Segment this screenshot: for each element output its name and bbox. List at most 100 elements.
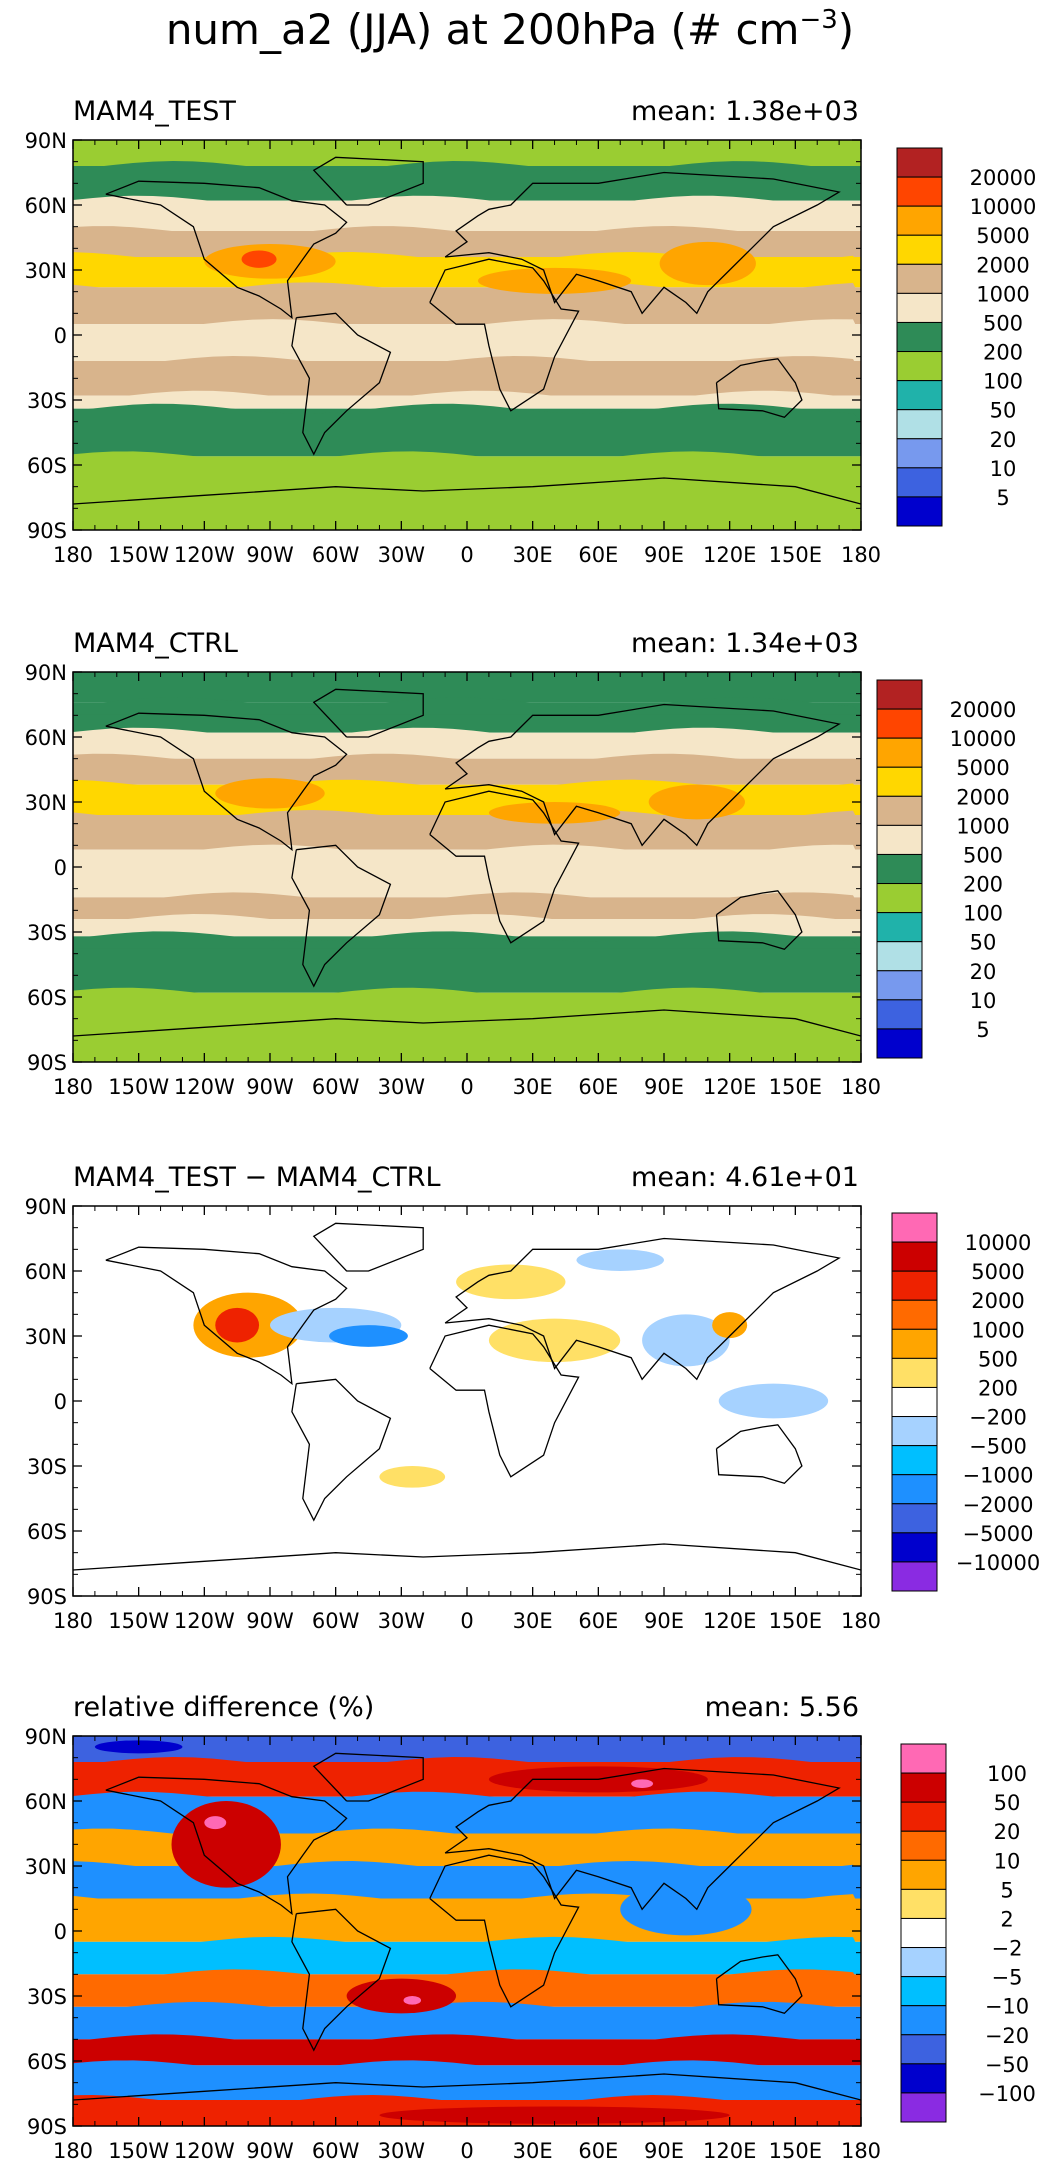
lon-label: 90E: [644, 543, 684, 567]
australia-coastline: [715, 1954, 803, 2015]
legend-swatch: [891, 1416, 938, 1447]
legend-label: −5: [992, 1966, 1023, 1990]
legend-label: 200: [978, 1376, 1018, 1400]
contour-edge: [73, 403, 861, 421]
contour-edge: [73, 161, 861, 178]
contour-edge: [73, 2001, 861, 2019]
lat-label: 30S: [27, 389, 67, 413]
eurasia-coastline: [444, 171, 841, 315]
lat-label: 30N: [25, 259, 67, 283]
contour-edge: [73, 1936, 861, 1954]
lon-label: 90E: [644, 1075, 684, 1099]
panel-mean: mean: 1.34e+03: [631, 628, 859, 659]
legend-label: 5: [996, 486, 1009, 510]
contour-edge: [73, 844, 861, 862]
legend-swatch: [876, 708, 923, 739]
legend-swatch: [876, 941, 923, 972]
contour-blob: [712, 1312, 748, 1339]
legend-swatch: [891, 1241, 938, 1272]
contour-blob: [576, 1249, 664, 1271]
legend-label: 10000: [965, 1231, 1032, 1255]
lon-label: 60W: [312, 543, 360, 567]
lat-label: 0: [54, 1390, 67, 1414]
north-america-coastline: [105, 1246, 348, 1386]
lat-label: 90N: [25, 129, 67, 153]
legend-swatch: [900, 1830, 947, 1861]
figure-title-close: ): [838, 5, 854, 54]
legend-swatch: [896, 409, 943, 440]
legend-swatch: [876, 853, 923, 885]
legend-label: 10000: [950, 727, 1017, 751]
eurasia-coastline: [444, 1237, 841, 1381]
contour-edge: [73, 697, 861, 715]
lat-label: 0: [54, 324, 67, 348]
legend-label: 200: [963, 873, 1003, 897]
lat-label: 90N: [25, 1725, 67, 1749]
legend-label: 50: [970, 931, 997, 955]
legend-swatch: [891, 1503, 938, 1534]
contour-blob: [215, 778, 325, 809]
panel-mean: mean: 4.61e+01: [631, 1162, 859, 1193]
lon-label: 150E: [769, 2139, 822, 2163]
legend: 20000 10000 5000 2000 1000 500 200 100 50 20 10 5: [896, 147, 1037, 527]
contour-edge: [73, 987, 861, 1005]
legend-swatch: [876, 883, 923, 914]
contour-edge: [73, 914, 861, 931]
contour-edge: [73, 282, 861, 300]
legend: 10000 5000 2000 1000 500 200 −200 −500 −1000 −200…: [891, 1212, 1040, 1592]
legend-label: 500: [963, 843, 1003, 867]
africa-coastline: [429, 258, 580, 412]
lat-label: 0: [54, 1920, 67, 1944]
legend-swatch: [896, 467, 943, 498]
eurasia-coastline: [444, 1767, 841, 1911]
lon-label: 180: [841, 1075, 881, 1099]
lon-label: 60E: [578, 2139, 618, 2163]
contour-edge: [73, 810, 861, 827]
legend-label: 5: [976, 1018, 989, 1042]
lon-label: 180: [841, 1609, 881, 1633]
lon-label: 120E: [703, 1609, 756, 1633]
contour-edge: [73, 931, 861, 949]
legend-swatch: [896, 351, 943, 382]
legend-swatch: [900, 1917, 947, 1949]
contour-band: [73, 456, 861, 530]
legend-label: 100: [987, 1762, 1027, 1786]
legend-swatch: [876, 679, 923, 710]
australia-coastline: [715, 890, 803, 951]
lon-label: 120W: [174, 1609, 235, 1633]
lat-label: 90N: [25, 661, 67, 685]
contour-blob: [659, 241, 756, 286]
north-america-coastline: [105, 180, 348, 320]
legend-swatch: [896, 263, 943, 294]
legend-swatch: [896, 496, 943, 527]
lon-label: 0: [460, 543, 473, 567]
contour-field: [73, 1206, 861, 1596]
south-america-coastline: [291, 1378, 392, 1522]
lon-label: 120W: [174, 543, 235, 567]
contour-blob: [171, 1801, 281, 1888]
legend: 20000 10000 5000 2000 1000 500 200 100 50 20 10 5: [876, 679, 1017, 1059]
legend-label: 2: [1000, 1907, 1013, 1931]
legend-swatch: [891, 1445, 938, 1476]
lat-label: 30N: [25, 791, 67, 815]
lon-label: 30W: [378, 2139, 426, 2163]
legend-label: 10000: [970, 195, 1037, 219]
north-america-coastline: [105, 712, 348, 852]
legend-label: −100: [978, 2082, 1036, 2106]
legend-swatch: [891, 1474, 938, 1505]
contour-blob: [346, 1978, 457, 2014]
lon-label: 0: [460, 1075, 473, 1099]
lat-label: 30S: [27, 921, 67, 945]
legend-label: 20000: [950, 698, 1017, 722]
panel-1: MAM4_CTRL mean: 1.34e+03 90N 60N 30N 0 30S 60S 9…: [25, 628, 1017, 1099]
africa-coastline: [429, 790, 580, 944]
legend-swatch: [876, 970, 923, 1001]
contour-blob: [631, 1779, 654, 1788]
contour-blob: [456, 1264, 566, 1300]
lon-label: 90W: [246, 1075, 294, 1099]
legend-label: 20000: [970, 166, 1037, 190]
legend-label: 20: [990, 428, 1017, 452]
lat-label: 30S: [27, 1455, 67, 1479]
africa-coastline: [429, 1324, 580, 1478]
legend-swatch: [900, 2092, 947, 2123]
